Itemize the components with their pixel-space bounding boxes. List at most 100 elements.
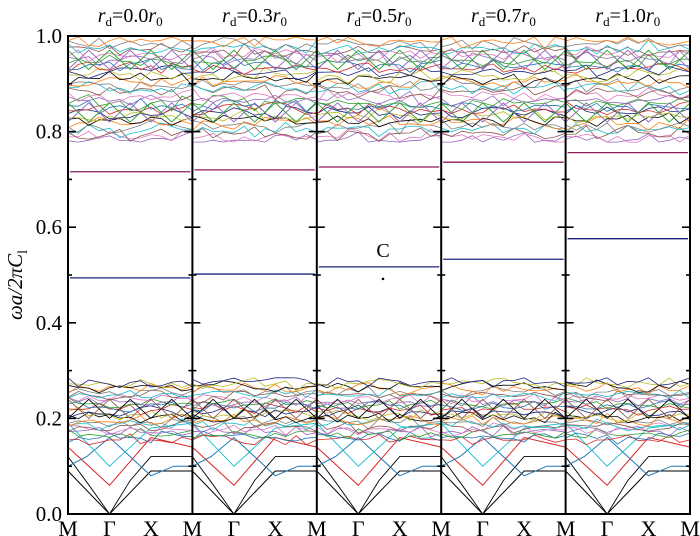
y-axis-label: ωa/2πCl [3,250,31,320]
band-line [67,398,193,420]
panel-title-part: r [273,5,281,27]
band-line [441,379,566,391]
band-line [68,425,193,436]
y-tick-label: 0.4 [36,311,63,335]
band-line [192,398,317,411]
band-line [316,422,442,467]
y-axis-label-sub: l [16,250,31,254]
text-layer: 0.0 0.2 0.4 0.6 0.8 1.0 M Γ X M Γ X M Γ X M Γ X M Γ X Mωa/2πC… [3,5,700,536]
band-line [192,386,317,397]
panel-title-part: 0 [654,14,661,29]
x-tick-label: Γ [476,516,489,536]
band-line [565,78,691,94]
band-line [192,120,317,134]
band-line [441,395,566,407]
band-line [67,130,193,142]
band-line [565,436,690,477]
band-line [67,401,193,413]
band-line [67,43,193,54]
band-line [67,54,193,67]
band-line [440,470,566,515]
band-line [192,102,318,123]
y-tick-label: 1.0 [36,24,62,48]
band-line [316,428,442,442]
band-line [316,38,442,52]
x-tick-label: X [143,516,159,536]
panel-title-part: d [479,14,486,29]
panel-title-part: r [522,5,530,27]
band-line [67,470,193,515]
band-line [565,73,691,85]
band-line [192,66,317,81]
y-tick-label: 0.6 [36,215,62,239]
band-line [441,68,566,76]
band-line [565,133,691,143]
band-line [565,100,691,116]
band-line [316,90,442,107]
band-line [441,131,566,143]
panel-title-part: d [603,14,610,29]
band-line [192,101,317,115]
band-line [67,42,193,56]
band-line [565,37,691,49]
band-line [441,109,566,121]
band-line [441,390,566,402]
band-line [192,37,317,51]
annotation-point [381,277,385,281]
band-line [67,394,193,407]
band-line [192,409,317,424]
band-line [565,102,691,123]
band-line [67,456,193,515]
band-line [67,81,193,93]
panel-title-part: =1.0 [610,5,646,27]
band-line [440,398,566,420]
panel-title-part: =0.7 [485,5,521,27]
band-line [192,470,317,515]
y-axis-label-base: ωa/2πC [3,253,27,320]
band-line [565,397,691,410]
band-line [565,398,691,420]
band-line [192,133,317,143]
band-line [192,382,317,394]
band-line [316,436,442,477]
band-line [67,418,193,432]
band-line [67,397,193,409]
band-line [192,126,318,140]
band-line [565,133,691,143]
band-line [316,436,442,487]
band-line [565,50,691,65]
band-line [67,403,193,416]
panel-title-part: 0 [281,14,288,29]
band-line [441,433,566,443]
panel-title-part: =0.3 [236,5,272,27]
annotation-label: C [376,240,389,262]
band-line [441,420,566,434]
band-line [441,377,566,388]
band-line [67,108,193,120]
x-tick-label: X [641,516,657,536]
band-line [565,456,690,515]
band-line [316,401,442,411]
band-line [316,386,442,399]
band-line [67,377,193,389]
band-line [67,398,193,420]
band-line [192,102,318,123]
band-line [316,84,442,101]
band-line [316,125,442,138]
band-line [316,394,442,405]
x-tick-label: Γ [103,516,116,536]
band-line [316,74,442,85]
panel-title: rd=0.5r0 [347,5,412,29]
band-line [67,116,193,126]
band-line [316,399,442,408]
band-line [565,388,691,399]
band-line [192,398,318,420]
panel-title-part: d [230,14,237,29]
x-tick-label: M [680,516,700,536]
band-line [67,58,193,72]
band-line [67,430,193,444]
band-line [565,46,691,58]
band-line [192,436,317,487]
band-line [67,102,193,115]
